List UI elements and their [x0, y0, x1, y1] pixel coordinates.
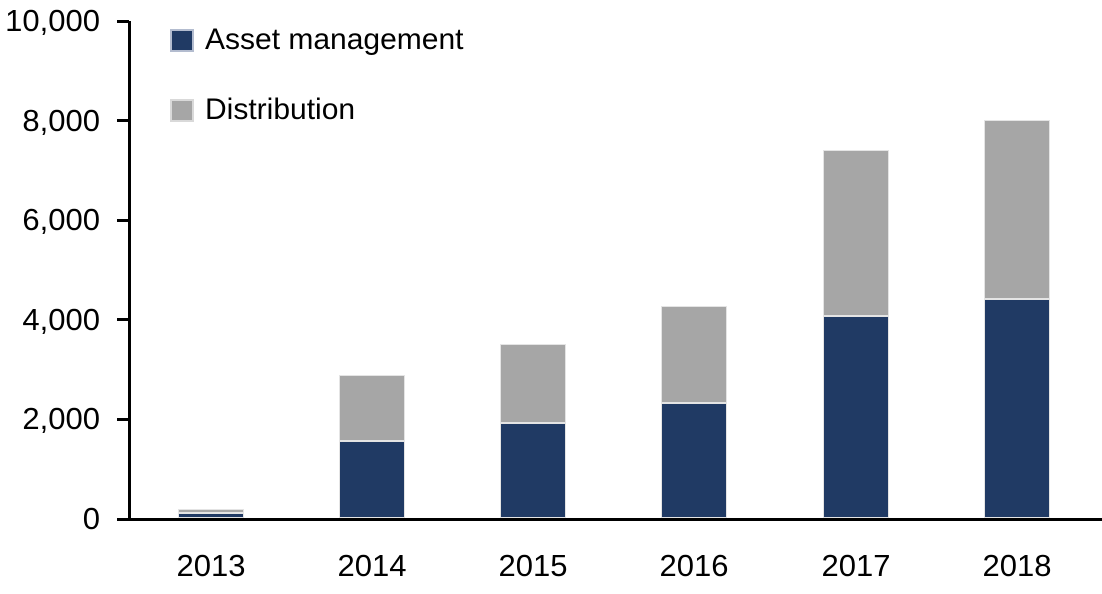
legend-swatch-icon [170, 28, 194, 52]
bar-segment-distribution [823, 149, 889, 317]
bar-segment-distribution [500, 343, 566, 424]
y-tick-label: 8,000 [22, 102, 100, 138]
bar-segment-asset-management [823, 316, 889, 518]
x-tick-label-2017: 2017 [821, 548, 891, 583]
y-tick-label: 2,000 [22, 401, 100, 437]
bar-2013 [178, 508, 244, 518]
y-tick-mark [117, 218, 129, 222]
y-tick-mark [117, 318, 129, 322]
bar-segment-asset-management [339, 440, 405, 518]
x-tick-label-2013: 2013 [176, 548, 246, 583]
y-tick-mark [117, 119, 129, 123]
y-tick-label: 4,000 [22, 301, 100, 337]
y-tick-mark [117, 517, 129, 521]
bar-segment-asset-management [661, 402, 727, 518]
legend-label: Distribution [205, 93, 356, 126]
bar-2017 [823, 149, 889, 518]
y-tick-label: 6,000 [22, 202, 100, 238]
bar-2018 [984, 119, 1050, 518]
legend-item-asset-management: Asset management [170, 22, 463, 58]
bar-2015 [500, 343, 566, 518]
y-tick-label: 0 [82, 501, 100, 536]
y-tick-mark [117, 417, 129, 421]
x-tick-label-2014: 2014 [337, 548, 407, 583]
bar-segment-distribution [178, 508, 244, 513]
bar-segment-asset-management [500, 423, 566, 518]
bar-2014 [339, 374, 405, 518]
y-tick-label: 10,000 [5, 3, 100, 38]
legend-label: Asset management [205, 23, 464, 56]
legend-item-distribution: Distribution [170, 92, 355, 128]
legend-swatch-icon [170, 98, 194, 122]
bar-segment-distribution [339, 374, 405, 441]
bar-segment-asset-management [984, 298, 1050, 518]
y-axis-line [128, 21, 131, 521]
x-axis-line [117, 518, 1102, 521]
x-tick-label-2016: 2016 [659, 548, 729, 583]
bar-2016 [661, 306, 727, 518]
x-tick-label-2018: 2018 [982, 548, 1052, 583]
bar-segment-asset-management [178, 513, 244, 518]
y-tick-mark [117, 19, 129, 23]
x-tick-label-2015: 2015 [498, 548, 568, 583]
bar-segment-distribution [984, 119, 1050, 299]
bar-segment-distribution [661, 306, 727, 403]
